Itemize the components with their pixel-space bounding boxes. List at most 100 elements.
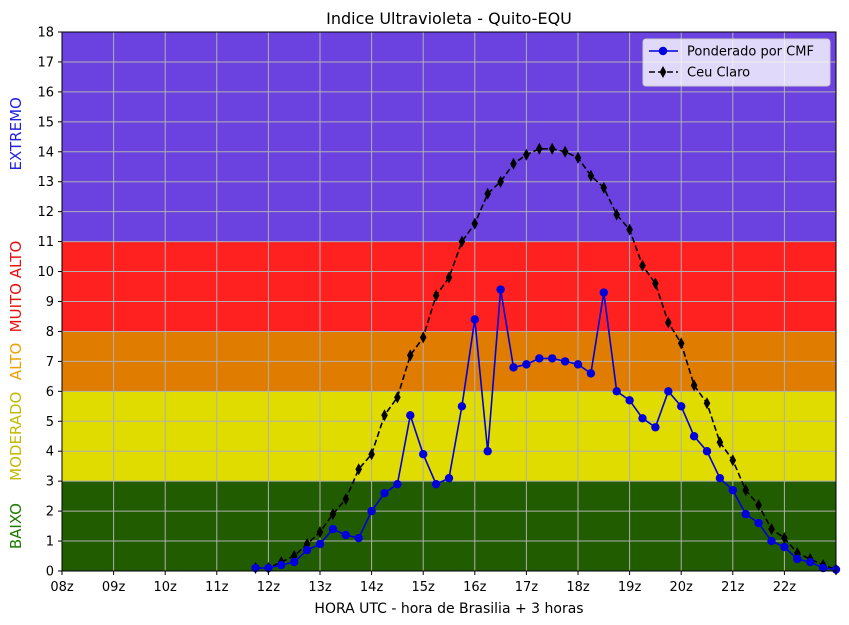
data-point [419, 450, 428, 459]
data-point [316, 526, 324, 539]
data-point [315, 539, 325, 549]
data-point [497, 175, 504, 188]
x-tick-label: 13z [308, 580, 332, 595]
data-point [522, 360, 531, 369]
data-point [793, 554, 802, 564]
zone-labels: BAIXO MODERADO ALTO MUITO ALTO EXTREMO [7, 97, 25, 549]
data-point [290, 557, 299, 567]
y-tick-label: 16 [37, 85, 54, 100]
data-point [509, 363, 518, 372]
data-point [689, 432, 699, 441]
data-point [394, 391, 401, 404]
data-point [381, 409, 388, 422]
data-point [523, 148, 530, 161]
legend-label: Ceu Claro [687, 66, 750, 81]
data-point [277, 560, 286, 570]
data-point [342, 493, 350, 506]
data-point [548, 142, 556, 155]
data-point [754, 518, 763, 528]
zone-band-muito-alto [62, 241, 836, 332]
data-point [600, 181, 608, 194]
data-point [302, 545, 312, 555]
x-tick-label: 08z [50, 580, 74, 595]
data-point [380, 488, 389, 498]
data-point [560, 357, 570, 366]
legend-label: Ponderado por CMF [687, 45, 814, 60]
data-point [484, 187, 491, 200]
y-tick-label: 3 [46, 475, 54, 490]
data-point [715, 473, 725, 483]
data-point [639, 259, 646, 272]
legend-marker [659, 66, 667, 78]
x-tick-label: 16z [463, 580, 487, 595]
data-point [768, 523, 775, 536]
y-tick-label: 12 [37, 205, 54, 220]
data-point [586, 369, 596, 378]
data-point [367, 506, 376, 516]
y-tick-label: 13 [37, 175, 54, 190]
y-tick-label: 8 [46, 325, 54, 340]
data-point [432, 289, 440, 302]
data-point [471, 217, 479, 230]
data-point [393, 479, 402, 489]
data-point [742, 484, 749, 497]
data-point [728, 485, 737, 495]
data-point [264, 563, 273, 573]
series-line-ceu-claro [255, 147, 837, 571]
data-point [444, 473, 454, 483]
data-point [510, 157, 517, 170]
data-point [767, 536, 776, 546]
x-tick-label: 09z [102, 580, 126, 595]
x-tick-label: 17z [515, 580, 539, 595]
x-tick-label: 12z [257, 580, 281, 595]
legend-marker [658, 46, 668, 56]
data-point [573, 360, 583, 369]
data-point [703, 397, 711, 410]
y-tick-label: 0 [46, 565, 54, 580]
data-point [626, 223, 633, 236]
data-point [328, 524, 338, 534]
x-tick-label: 22z [773, 580, 797, 595]
y-tick-label: 15 [37, 115, 54, 130]
data-point [419, 331, 427, 344]
y-tick-label: 5 [46, 415, 54, 430]
zone-label: BAIXO [7, 503, 25, 549]
x-tick-label: 14z [360, 580, 384, 595]
data-point [690, 379, 698, 392]
data-point [741, 509, 750, 519]
x-tick-label: 20z [670, 580, 694, 595]
data-point [806, 557, 815, 567]
data-point [496, 285, 505, 294]
data-point [406, 411, 415, 420]
data-point [625, 396, 634, 405]
x-tick-label: 15z [412, 580, 436, 595]
data-point [652, 277, 659, 290]
data-point [483, 447, 492, 456]
data-point [329, 508, 337, 521]
data-point [664, 387, 673, 396]
series-line-ponderado-por-cmf [255, 289, 837, 571]
data-point [729, 454, 737, 467]
zone-label: MUITO ALTO [7, 241, 25, 333]
data-point [781, 532, 788, 545]
data-point [354, 533, 363, 543]
data-point [613, 208, 620, 221]
zone-label: ALTO [7, 343, 25, 381]
x-tick-label: 10z [154, 580, 178, 595]
x-axis-title: HORA UTC - hora de Brasilia + 3 horas [314, 601, 583, 617]
data-point [677, 402, 686, 411]
data-point [665, 316, 672, 329]
data-point [651, 423, 660, 432]
data-point [755, 499, 762, 512]
y-tick-label: 11 [37, 235, 54, 250]
y-tick-label: 7 [46, 355, 54, 370]
y-tick-label: 2 [46, 505, 54, 520]
data-point [561, 145, 569, 158]
grid-lines [61, 31, 837, 572]
data-point [574, 151, 582, 164]
data-point [355, 463, 362, 476]
data-point [587, 169, 595, 182]
data-point [341, 530, 350, 540]
zone-band-baixo [62, 481, 836, 571]
